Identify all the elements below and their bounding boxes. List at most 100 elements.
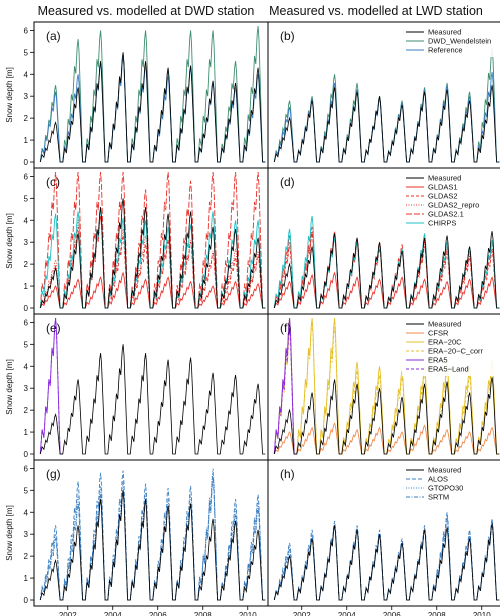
y-tick-label: 1 <box>24 428 29 437</box>
series-group <box>39 25 266 163</box>
series-group <box>39 171 266 309</box>
series-group <box>273 317 500 455</box>
x-tick-label: 2002 <box>59 611 77 616</box>
series-group <box>273 47 500 163</box>
y-tick-label: 0 <box>24 450 29 459</box>
legend: MeasuredCFSRERA−20CERA−20−C_corrERA5ERA5… <box>402 318 500 376</box>
panel-a: (a) 0 1 2 3 4 5 6 Snow depth [m] <box>5 21 269 169</box>
x-tick-label: 2008 <box>194 611 212 616</box>
panel-frame <box>33 313 269 461</box>
series-group <box>39 317 266 455</box>
y-tick-label: 5 <box>24 340 29 349</box>
series-cfsr <box>273 422 500 455</box>
y-tick-label: 3 <box>24 238 29 247</box>
y-tick-label: 5 <box>24 486 29 495</box>
y-tick-label: 2 <box>24 552 29 561</box>
series-measured <box>39 344 266 455</box>
panel-label: (c) <box>46 175 60 189</box>
panel-e: (e) 0 1 2 3 4 5 6 Snow depth [m] <box>5 313 269 461</box>
y-tick-label: 1 <box>24 282 29 291</box>
y-tick-label: 4 <box>24 216 29 225</box>
y-tick-label: 3 <box>24 384 29 393</box>
panel-label: (a) <box>46 29 61 43</box>
panel-label: (b) <box>280 29 295 43</box>
series-measured <box>273 231 500 309</box>
y-tick-label: 6 <box>24 464 29 473</box>
legend-entry: ERA5−Land <box>428 365 469 374</box>
legend-entry: Measured <box>428 320 461 329</box>
legend-entry: DWD_Wendelstein <box>428 37 491 46</box>
y-tick-label: 6 <box>24 318 29 327</box>
panel-g: (g) 0 1 2 3 4 5 6 Snow depth [m] 2002 2004 2006 2008… <box>5 459 269 616</box>
legend-entry: Measured <box>428 28 461 37</box>
legend-entry: GLDAS1 <box>428 183 458 192</box>
y-tick-label: 2 <box>24 406 29 415</box>
y-tick-label: 6 <box>24 172 29 181</box>
x-tick-label: 2006 <box>149 611 167 616</box>
series-era5-land <box>273 326 297 455</box>
legend-entry: ALOS <box>428 475 448 484</box>
series-group <box>39 468 266 601</box>
legend-entry: ERA−20C <box>428 338 462 347</box>
y-tick-label: 2 <box>24 260 29 269</box>
legend-entry: ERA−20−C_corr <box>428 347 484 356</box>
y-tick-label: 5 <box>24 194 29 203</box>
legend-entry: Measured <box>428 466 461 475</box>
legend: MeasuredGLDAS1GLDAS2GLDAS2_reproGLDAS2.1… <box>402 172 500 230</box>
legend-entry: Reference <box>428 46 463 55</box>
panel-label: (d) <box>280 175 295 189</box>
y-axis-label: Snow depth [m] <box>5 505 14 561</box>
x-tick-label: 2004 <box>104 611 122 616</box>
series-gtopo30 <box>273 516 500 601</box>
left-column-title: Measured vs. modelled at DWD station <box>38 4 255 18</box>
series-gtopo30 <box>39 468 266 601</box>
series-group <box>273 215 500 309</box>
panel-frame <box>267 459 500 607</box>
y-tick-label: 0 <box>24 304 29 313</box>
y-tick-label: 5 <box>24 48 29 57</box>
x-tick-label: 2010 <box>473 611 491 616</box>
y-tick-label: 0 <box>24 596 29 605</box>
series-dwd-wendelstein <box>273 47 500 163</box>
y-axis-label: Snow depth [m] <box>5 359 14 415</box>
series-era5-land <box>39 317 63 455</box>
x-tick-label: 2006 <box>383 611 401 616</box>
series-measured <box>39 198 266 309</box>
y-tick-label: 0 <box>24 158 29 167</box>
x-tick-label: 2004 <box>338 611 356 616</box>
legend-entry: GLDAS2 <box>428 192 458 201</box>
y-tick-label: 1 <box>24 136 29 145</box>
series-era5 <box>39 317 63 455</box>
y-tick-label: 3 <box>24 530 29 539</box>
series-group <box>273 512 500 601</box>
panel-h: (h) 2002 2004 2006 2008 2010 MeasuredALOSGTOPO… <box>267 459 500 616</box>
series-gldas2-repro <box>39 215 266 309</box>
panel-d: (d) MeasuredGLDAS1GLDAS2GLDAS2_reproGLDAS… <box>267 167 500 315</box>
series-measured <box>273 523 500 601</box>
x-tick-label: 2002 <box>293 611 311 616</box>
series-measured <box>39 52 266 163</box>
legend-entry: Measured <box>428 174 461 183</box>
y-tick-label: 6 <box>24 26 29 35</box>
legend-entry: SRTM <box>428 493 449 502</box>
series-gldas2 <box>39 215 266 309</box>
legend-entry: CHIRPS <box>428 219 456 228</box>
panel-c: (c) 0 1 2 3 4 5 6 Snow depth [m] <box>5 167 269 315</box>
y-tick-label: 1 <box>24 574 29 583</box>
y-tick-label: 4 <box>24 70 29 79</box>
legend-entry: GLDAS2_repro <box>428 201 479 210</box>
legend-entry: GTOPO30 <box>428 484 463 493</box>
y-tick-label: 4 <box>24 362 29 371</box>
panel-label: (f) <box>280 321 291 335</box>
series-measured <box>39 490 266 601</box>
series-measured <box>273 377 500 455</box>
panel-label: (g) <box>46 467 61 481</box>
series-gldas1 <box>273 271 500 309</box>
legend-entry: CFSR <box>428 329 449 338</box>
right-column-title: Measured vs. modelled at LWD station <box>269 4 483 18</box>
